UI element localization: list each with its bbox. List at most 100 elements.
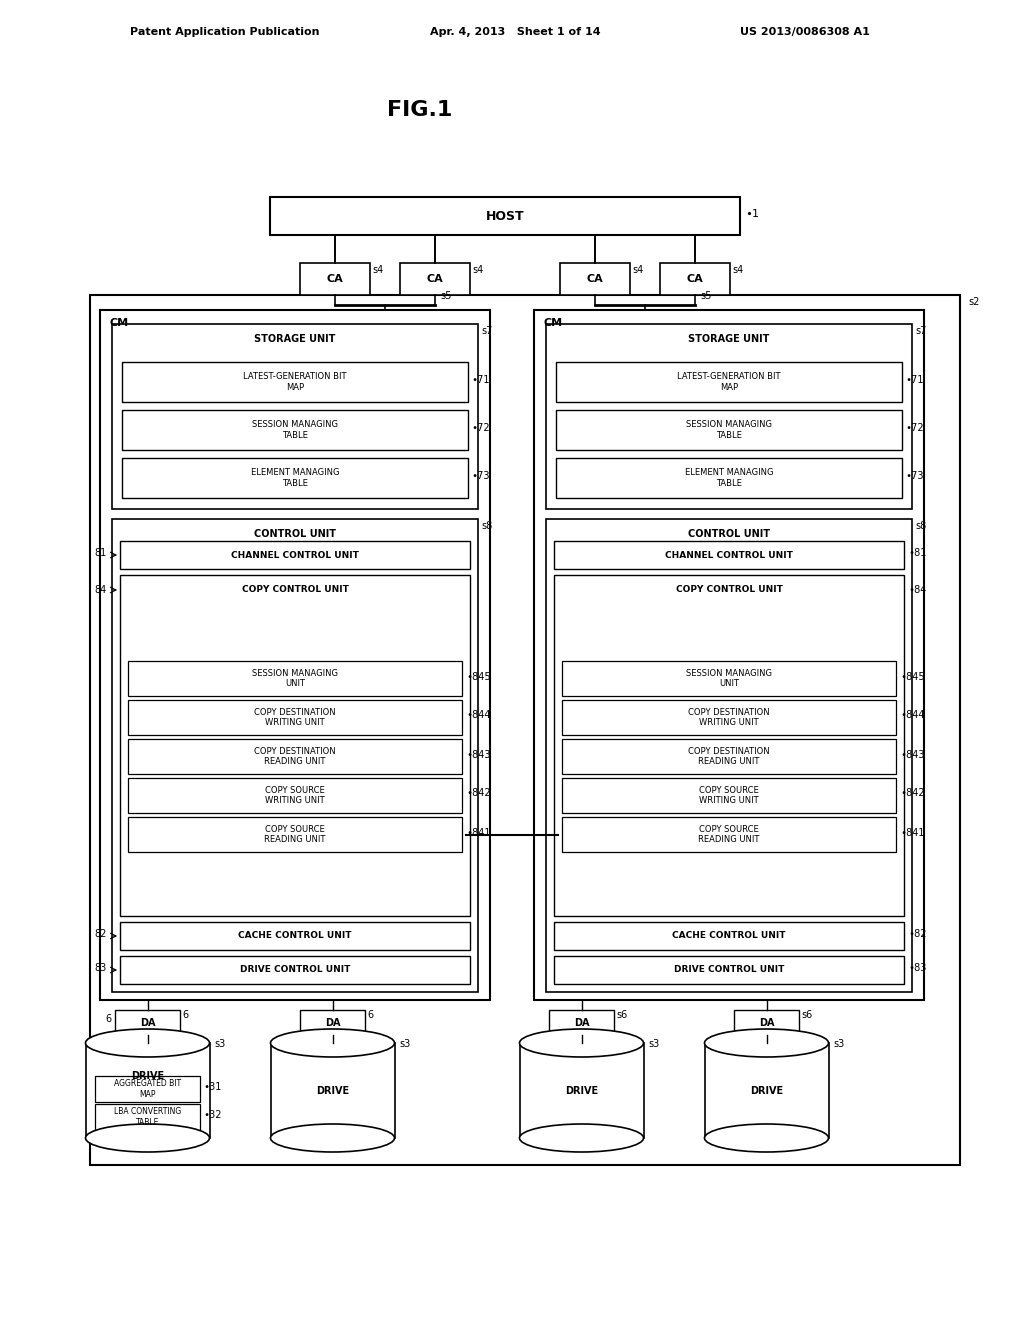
Bar xyxy=(734,1010,799,1035)
Text: CM: CM xyxy=(110,318,129,327)
Bar xyxy=(546,519,912,993)
Text: s5: s5 xyxy=(700,290,712,301)
Text: ∙32: ∙32 xyxy=(203,1110,221,1119)
Text: DRIVE: DRIVE xyxy=(316,1085,349,1096)
Text: DRIVE CONTROL UNIT: DRIVE CONTROL UNIT xyxy=(240,965,350,974)
Text: s4: s4 xyxy=(472,265,483,275)
Text: ∙71: ∙71 xyxy=(905,375,924,385)
Text: ∙844: ∙844 xyxy=(900,710,925,721)
Bar xyxy=(556,458,902,498)
Text: s6: s6 xyxy=(801,1010,812,1020)
Text: ∙82: ∙82 xyxy=(908,929,927,939)
Text: ∙842: ∙842 xyxy=(900,788,925,799)
Bar xyxy=(270,1043,394,1138)
Bar xyxy=(562,777,896,813)
Bar xyxy=(562,817,896,851)
Text: ∙843: ∙843 xyxy=(466,750,490,759)
Text: ∙72: ∙72 xyxy=(471,422,489,433)
Text: LATEST-GENERATION BIT
MAP: LATEST-GENERATION BIT MAP xyxy=(677,372,780,392)
Text: COPY SOURCE
WRITING UNIT: COPY SOURCE WRITING UNIT xyxy=(265,785,325,805)
Text: CACHE CONTROL UNIT: CACHE CONTROL UNIT xyxy=(672,932,785,940)
Text: COPY DESTINATION
READING UNIT: COPY DESTINATION READING UNIT xyxy=(254,747,336,766)
Text: s7: s7 xyxy=(481,326,493,337)
Text: COPY SOURCE
READING UNIT: COPY SOURCE READING UNIT xyxy=(698,825,760,845)
Bar xyxy=(90,294,961,1166)
Bar xyxy=(300,263,370,294)
Text: s8: s8 xyxy=(915,521,927,531)
Text: s4: s4 xyxy=(632,265,643,275)
Text: ∙73: ∙73 xyxy=(905,471,924,480)
Text: s7: s7 xyxy=(915,326,927,337)
Text: ∙843: ∙843 xyxy=(900,750,925,759)
Ellipse shape xyxy=(270,1125,394,1152)
Text: ∙845: ∙845 xyxy=(900,672,925,681)
Text: CA: CA xyxy=(587,275,603,284)
Text: ∙84: ∙84 xyxy=(908,585,927,595)
Text: CA: CA xyxy=(327,275,343,284)
Ellipse shape xyxy=(519,1125,643,1152)
Bar xyxy=(556,411,902,450)
Bar xyxy=(112,323,478,510)
Text: CONTROL UNIT: CONTROL UNIT xyxy=(688,529,770,539)
Bar xyxy=(562,739,896,774)
Ellipse shape xyxy=(519,1030,643,1057)
Bar xyxy=(120,576,470,916)
Text: DA: DA xyxy=(573,1018,589,1027)
Text: ∙81: ∙81 xyxy=(908,548,927,558)
Text: HOST: HOST xyxy=(485,210,524,223)
Text: CA: CA xyxy=(687,275,703,284)
Bar xyxy=(128,777,462,813)
Bar xyxy=(120,921,470,950)
Text: STORAGE UNIT: STORAGE UNIT xyxy=(254,334,336,345)
Bar xyxy=(534,310,924,1001)
Text: DA: DA xyxy=(759,1018,774,1027)
Text: 6: 6 xyxy=(105,1015,112,1024)
Text: Patent Application Publication: Patent Application Publication xyxy=(130,26,319,37)
Text: s4: s4 xyxy=(732,265,743,275)
Bar xyxy=(112,519,478,993)
Bar xyxy=(128,739,462,774)
Bar xyxy=(562,700,896,735)
Text: s3: s3 xyxy=(648,1039,659,1049)
Text: COPY CONTROL UNIT: COPY CONTROL UNIT xyxy=(242,585,348,594)
Ellipse shape xyxy=(85,1125,210,1152)
Text: CONTROL UNIT: CONTROL UNIT xyxy=(254,529,336,539)
Text: STORAGE UNIT: STORAGE UNIT xyxy=(688,334,770,345)
Text: ∙841: ∙841 xyxy=(466,828,490,837)
Text: s2: s2 xyxy=(968,297,979,308)
Bar xyxy=(705,1043,828,1138)
Bar xyxy=(554,921,904,950)
Text: ∙841: ∙841 xyxy=(900,828,925,837)
Bar xyxy=(546,323,912,510)
Text: COPY DESTINATION
WRITING UNIT: COPY DESTINATION WRITING UNIT xyxy=(254,708,336,727)
Text: DA: DA xyxy=(139,1018,156,1027)
Text: LATEST-GENERATION BIT
MAP: LATEST-GENERATION BIT MAP xyxy=(244,372,347,392)
Text: s3: s3 xyxy=(834,1039,845,1049)
Bar xyxy=(122,411,468,450)
Text: 6: 6 xyxy=(367,1010,373,1020)
Text: DRIVE: DRIVE xyxy=(131,1072,164,1081)
Text: CM: CM xyxy=(544,318,563,327)
Bar xyxy=(85,1043,210,1138)
Bar xyxy=(95,1104,200,1130)
Text: 81: 81 xyxy=(95,548,106,558)
Text: SESSION MANAGING
TABLE: SESSION MANAGING TABLE xyxy=(686,420,772,440)
Text: DRIVE CONTROL UNIT: DRIVE CONTROL UNIT xyxy=(674,965,784,974)
Bar xyxy=(519,1043,643,1138)
Text: CHANNEL CONTROL UNIT: CHANNEL CONTROL UNIT xyxy=(665,550,793,560)
Bar xyxy=(128,700,462,735)
Text: SESSION MANAGING
TABLE: SESSION MANAGING TABLE xyxy=(252,420,338,440)
Text: DRIVE: DRIVE xyxy=(750,1085,783,1096)
Text: s3: s3 xyxy=(399,1039,411,1049)
Ellipse shape xyxy=(705,1125,828,1152)
Bar xyxy=(128,817,462,851)
Text: 6: 6 xyxy=(182,1010,188,1020)
Bar xyxy=(556,362,902,403)
Text: DA: DA xyxy=(325,1018,340,1027)
Text: ∙73: ∙73 xyxy=(471,471,489,480)
Text: Apr. 4, 2013   Sheet 1 of 14: Apr. 4, 2013 Sheet 1 of 14 xyxy=(430,26,601,37)
Bar xyxy=(120,956,470,983)
Bar xyxy=(560,263,630,294)
Text: s6: s6 xyxy=(616,1010,628,1020)
Bar xyxy=(122,458,468,498)
